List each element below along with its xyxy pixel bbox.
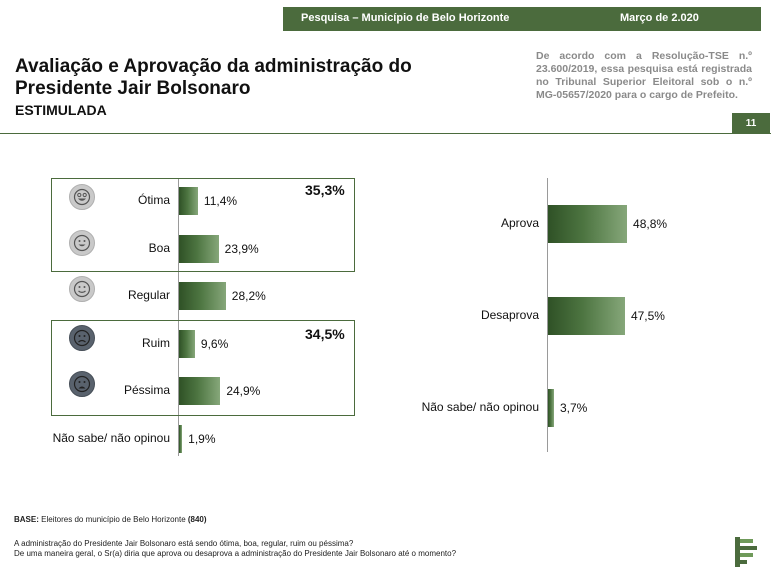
- category-label-otima: Ótima: [137, 193, 170, 207]
- category-label-pessima: Péssima: [123, 383, 170, 398]
- bar-aprova: [548, 205, 628, 243]
- happy-face-icon: [69, 230, 95, 256]
- bar-otima: [179, 187, 198, 215]
- positive-group-box: [51, 178, 355, 272]
- page-number: 11: [732, 113, 770, 134]
- value-label-desaprova: 47,5%: [630, 309, 665, 323]
- sad-face-icon: [69, 325, 95, 351]
- base-count: (840): [187, 515, 207, 524]
- base-text: Eleitores do município de Belo Horizonte: [38, 515, 188, 524]
- right-chart-axis: [547, 178, 548, 452]
- logo-icon: [735, 537, 761, 572]
- bar-boa: [179, 234, 219, 263]
- bar-regular: [179, 282, 226, 311]
- category-label-boa: Boa: [148, 240, 170, 255]
- negative-group-box: [51, 320, 355, 416]
- category-label-regular: Regular: [127, 288, 170, 303]
- value-label-pessima: 24,9%: [226, 384, 261, 399]
- positive-group-total: 35,3%: [305, 182, 345, 198]
- header-bar: Pesquisa – Município de Belo Horizonte M…: [283, 7, 761, 31]
- smile-face-icon: [69, 276, 95, 302]
- category-label-nao-sabe-nao-opinou: Não sabe/ não opinou: [421, 400, 539, 414]
- bar-pessima: [179, 377, 221, 406]
- bar-ruim: [179, 329, 195, 358]
- left-chart-axis: [178, 178, 179, 456]
- header-divider: [0, 133, 771, 134]
- category-label-aprova: Aprova: [500, 216, 539, 230]
- page-subtitle: ESTIMULADA: [15, 102, 107, 118]
- value-label-aprova: 48,8%: [633, 217, 668, 231]
- question-2: De uma maneira geral, o Sr(a) diria que …: [14, 549, 457, 558]
- survey-name: Pesquisa – Município de Belo Horizonte: [301, 12, 510, 24]
- base-note: BASE: Eleitores do município de Belo Hor…: [14, 515, 207, 524]
- question-1: A administração do Presidente Jair Bolso…: [14, 539, 354, 548]
- value-label-otima: 11,4%: [203, 194, 238, 208]
- bar-nao-sabe-nao-opinou: [548, 389, 554, 427]
- registration-note: De acordo com a Resolução-TSE n.º 23.600…: [536, 50, 752, 101]
- value-label-regular: 28,2%: [231, 289, 266, 304]
- value-label-ruim: 9,6%: [200, 336, 229, 351]
- value-label-nao-sabe-nao-opinou: 1,9%: [188, 432, 216, 446]
- value-label-boa: 23,9%: [224, 241, 259, 256]
- page-title: Avaliação e Aprovação da administração d…: [15, 56, 412, 99]
- base-label: BASE:: [14, 515, 39, 524]
- bar-desaprova: [548, 297, 625, 335]
- category-label-ruim: Ruim: [141, 335, 170, 350]
- value-label-nao-sabe-nao-opinou: 3,7%: [559, 401, 588, 415]
- category-label-desaprova: Desaprova: [480, 308, 539, 322]
- bar-nao-sabe-nao-opinou: [179, 425, 183, 453]
- survey-date: Março de 2.020: [620, 12, 699, 24]
- negative-group-total: 34,5%: [305, 326, 345, 342]
- category-label-nao-sabe-nao-opinou: Não sabe/ não opinou: [52, 431, 170, 445]
- very-sad-face-icon: [69, 371, 95, 397]
- very-happy-face-icon: [69, 184, 95, 210]
